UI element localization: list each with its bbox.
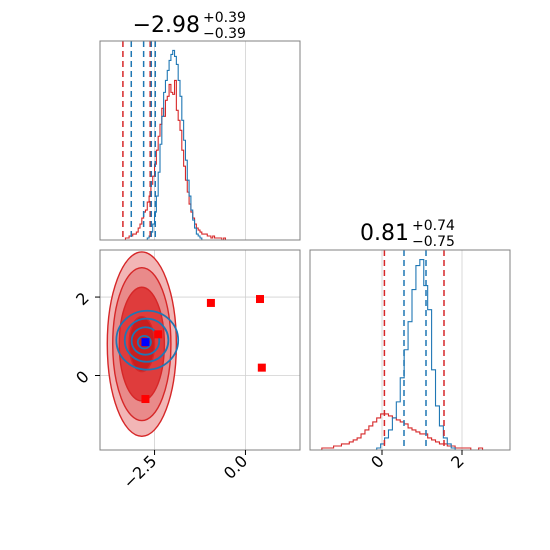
quantile-lines — [383, 250, 445, 450]
title-1-value: −2.98 — [133, 13, 200, 38]
title-1-upper: +0.39 — [203, 10, 246, 26]
title-2-value: 0.81 — [360, 221, 409, 246]
histogram-series — [114, 49, 246, 241]
blue-contour-level — [123, 317, 170, 363]
red-square-marker — [256, 295, 264, 304]
blue-square-marker — [141, 338, 150, 347]
red-square-marker — [141, 395, 150, 404]
joint-contour-panel: −2.5 0.0 02 — [72, 249, 301, 492]
grid-lines — [381, 250, 463, 450]
histogram-line — [114, 49, 246, 241]
tick-label: 2 — [447, 451, 468, 472]
histogram-series — [314, 258, 510, 451]
title-1-lower: −0.39 — [203, 26, 246, 42]
panel-4-frame — [309, 249, 511, 451]
title-2-lower: −0.75 — [412, 234, 455, 250]
red-square-marker — [206, 298, 215, 307]
tick-label: 2 — [72, 288, 93, 309]
blue-contour-level — [136, 334, 152, 350]
histogram-line — [114, 79, 246, 241]
marginal-histogram-1 — [99, 40, 301, 241]
markers — [141, 295, 266, 404]
x-axis-ticks: −2.5 0.0 — [119, 450, 251, 492]
blue-contours — [115, 309, 180, 371]
blue-contour-level — [115, 309, 180, 371]
panel-1-frame — [99, 40, 301, 241]
tick-label: 0 — [367, 451, 388, 472]
histogram-line — [314, 413, 510, 451]
red-square-marker — [257, 363, 266, 372]
tick-label: 0.0 — [220, 451, 251, 482]
tick-label: −2.5 — [119, 451, 160, 492]
histogram-line — [314, 258, 510, 451]
y-axis-ticks: 02 — [72, 288, 100, 388]
panel-3-frame — [99, 249, 301, 451]
red-square-marker — [154, 330, 163, 339]
title-2-upper: +0.74 — [412, 218, 455, 234]
quantile-lines — [122, 41, 157, 240]
blue-contour-level — [130, 326, 161, 356]
tick-label: 0 — [72, 367, 93, 388]
